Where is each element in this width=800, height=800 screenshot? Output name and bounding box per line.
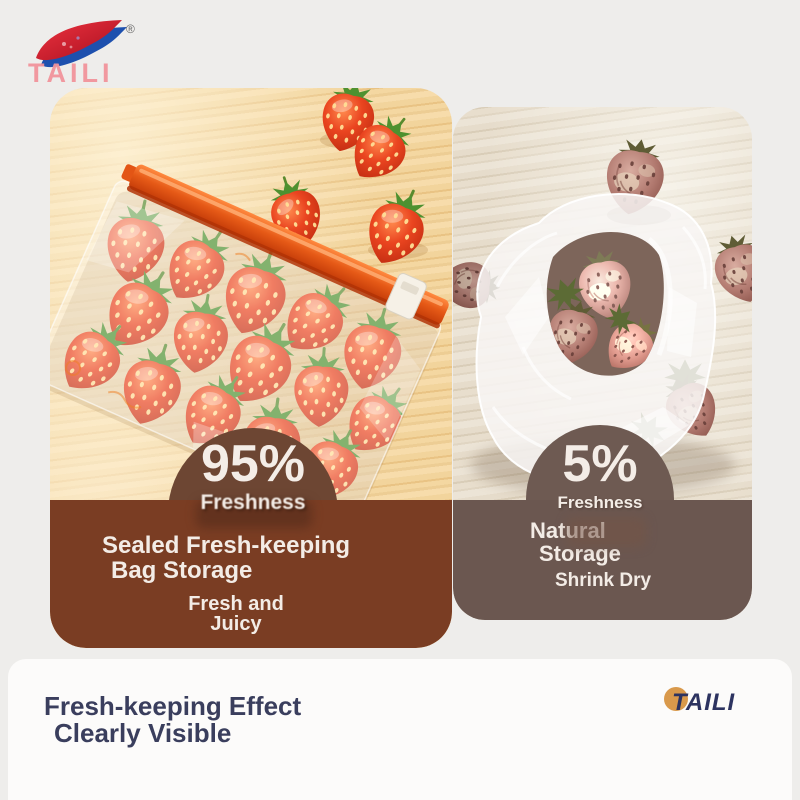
badge-ghost-smudge (566, 517, 646, 547)
freshness-label-right: Freshness (557, 493, 643, 513)
caption-tagline-left-line2: Juicy (210, 613, 262, 635)
fresh-strawberries-photo (50, 88, 449, 523)
caption-title-right-line2: Storage (539, 540, 621, 566)
footer-headline: Fresh-keeping Effect Clearly Visible (44, 691, 302, 749)
freshness-label-left: Freshness (200, 491, 306, 515)
taili-swoosh-icon (36, 20, 127, 68)
freshness-percent-left: 95% (200, 435, 306, 493)
registered-mark: ® (126, 22, 135, 36)
logo-gold-dot-icon (664, 687, 688, 711)
caption-title-left-line2: Bag Storage (111, 556, 253, 584)
caption-title-left-line1: Sealed Fresh-keeping (102, 532, 351, 559)
natural-storage-panel: 5% Freshness NaturalStorage Shrink Dry (453, 107, 752, 620)
footer-card: Fresh-keeping Effect Clearly Visible TAIL… (8, 659, 792, 800)
badge-ghost-smudge (196, 500, 312, 528)
taili-logo: ® TAILI (26, 14, 166, 98)
sealed-bag-panel: 95% Freshness Sealed Fresh-keeping Bag St… (50, 88, 452, 648)
caption-sealed-storage: Sealed Fresh-keeping Bag Storage Fresh an… (50, 500, 452, 648)
footer-headline-line1: Fresh-keeping Effect (44, 691, 302, 721)
caption-title-left: Sealed Fresh-keeping Bag Storage (102, 532, 351, 584)
caption-tagline-right: Shrink Dry (555, 570, 652, 591)
taili-logo-footer: TAILI (658, 687, 768, 721)
caption-tagline-left: Fresh and Juicy (146, 594, 326, 634)
brand-wordmark-bottom: TAILI (672, 689, 736, 716)
footer-headline-line2: Clearly Visible (54, 718, 232, 749)
caption-tagline-left-line1: Fresh and (188, 593, 284, 615)
brand-wordmark-top: TAILI (28, 58, 114, 88)
freshness-percent-right: 5% (562, 435, 638, 493)
